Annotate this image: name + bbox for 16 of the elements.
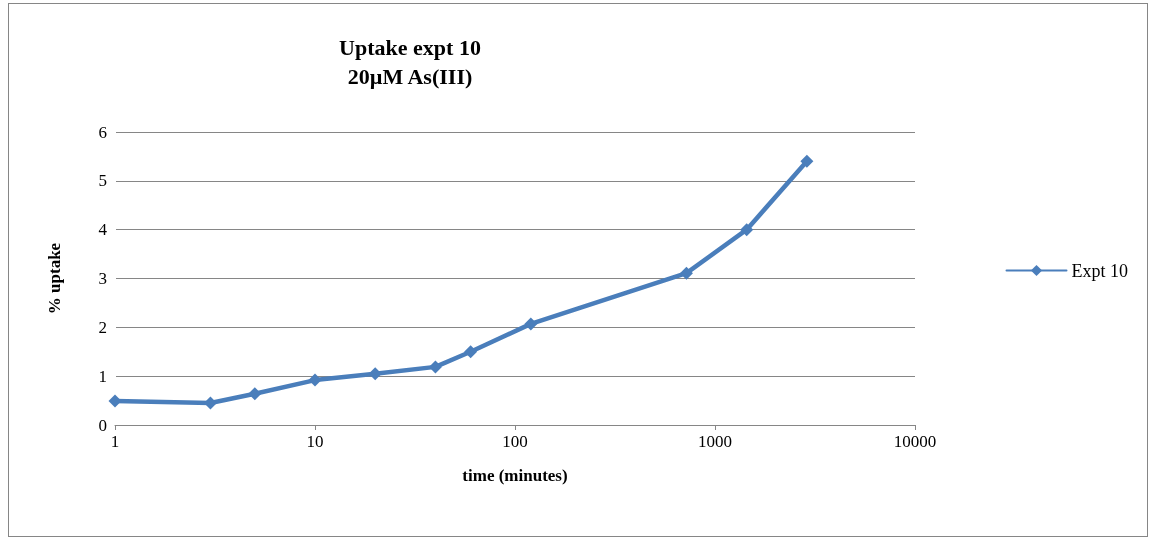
x-tick-label: 10000	[893, 432, 937, 451]
y-tick-label: 3	[98, 269, 107, 288]
y-tick-label: 6	[98, 122, 107, 142]
legend-label: Expt 10	[1071, 260, 1128, 281]
y-tick-label: 0	[98, 415, 107, 435]
x-tick-label: 100	[502, 432, 528, 451]
x-axis-title: time (minutes)	[462, 466, 568, 485]
y-tick-label: 1	[98, 366, 107, 386]
y-tick-label: 2	[98, 317, 107, 337]
x-tick-label: 1	[110, 432, 120, 451]
chart-title: Uptake expt 10 20µM As(III)	[339, 35, 481, 89]
y-axis-title: % uptake	[45, 242, 64, 315]
y-tick-label: 5	[98, 171, 107, 191]
x-tick-label: 10	[306, 432, 324, 451]
x-tick-label: 1000	[698, 432, 732, 451]
y-tick-label: 4	[98, 220, 108, 240]
